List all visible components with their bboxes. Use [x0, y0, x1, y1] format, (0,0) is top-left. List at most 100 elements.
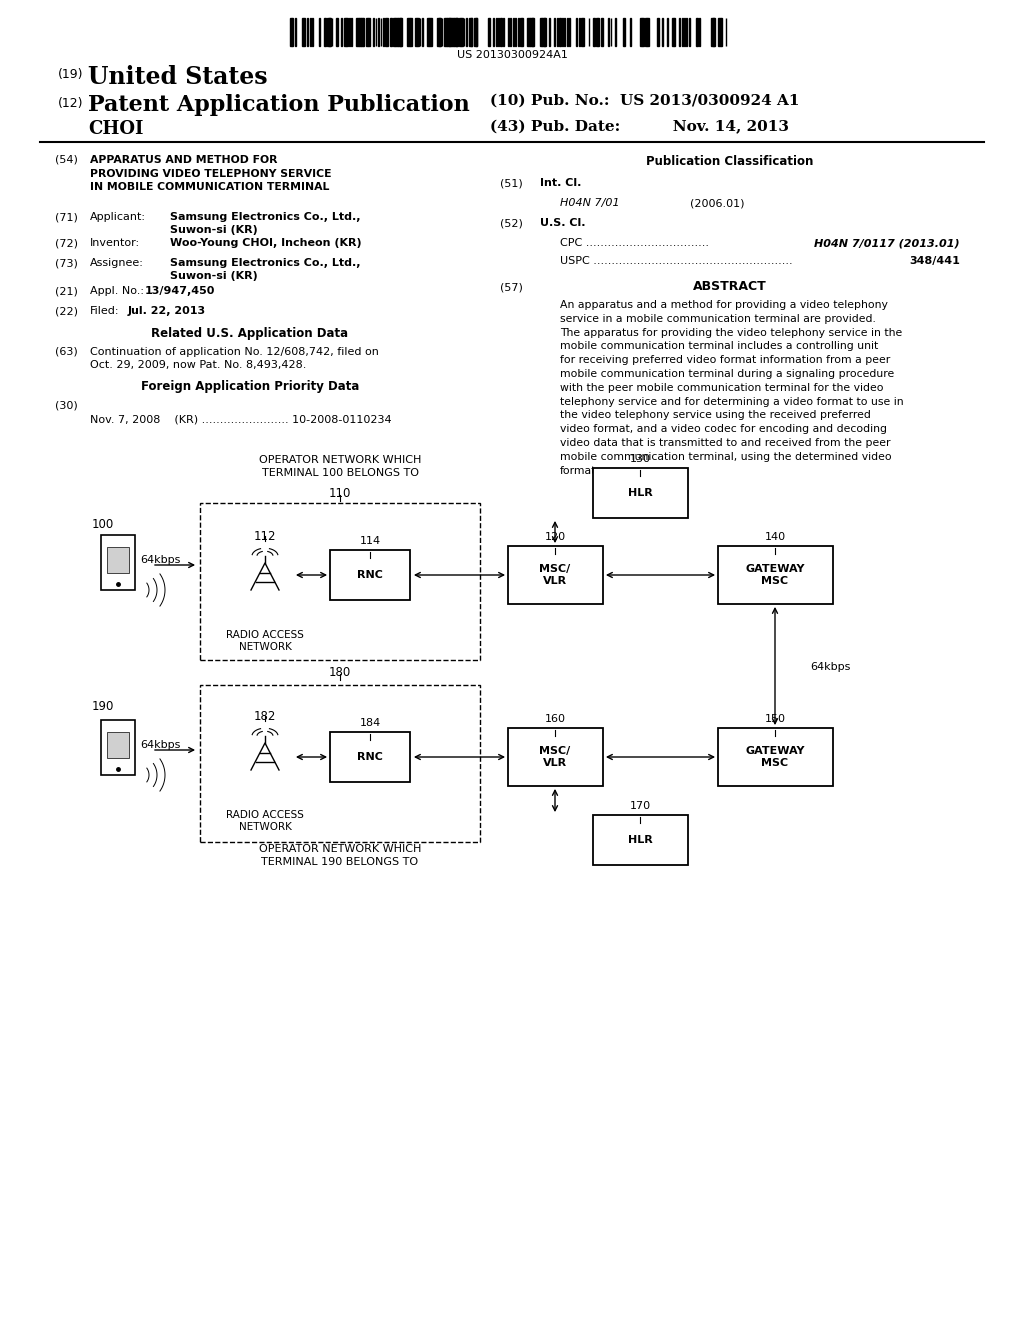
- Text: Inventor:: Inventor:: [90, 238, 140, 248]
- Bar: [594, 18, 595, 46]
- Text: (51): (51): [500, 178, 522, 187]
- Bar: [488, 18, 489, 46]
- Text: Samsung Electronics Co., Ltd.,
Suwon-si (KR): Samsung Electronics Co., Ltd., Suwon-si …: [170, 213, 360, 235]
- Bar: [696, 18, 698, 46]
- Bar: [569, 18, 570, 46]
- Bar: [417, 18, 419, 46]
- Text: 348/441: 348/441: [909, 256, 961, 267]
- Text: OPERATOR NETWORK WHICH
TERMINAL 190 BELONGS TO: OPERATOR NETWORK WHICH TERMINAL 190 BELO…: [259, 843, 421, 867]
- Text: Nov. 7, 2008    (KR) ........................ 10-2008-0110234: Nov. 7, 2008 (KR) ......................…: [90, 414, 391, 425]
- Text: mobile communication terminal, using the determined video: mobile communication terminal, using the…: [560, 451, 892, 462]
- Bar: [397, 18, 400, 46]
- Text: USPC .......................................................: USPC ...................................…: [560, 256, 793, 267]
- Bar: [459, 18, 461, 46]
- Text: Continuation of application No. 12/608,742, filed on
Oct. 29, 2009, now Pat. No.: Continuation of application No. 12/608,7…: [90, 347, 379, 370]
- Bar: [503, 18, 505, 46]
- Bar: [579, 18, 581, 46]
- Text: U.S. Cl.: U.S. Cl.: [540, 218, 586, 228]
- Bar: [452, 18, 455, 46]
- Text: CPC ..................................: CPC ..................................: [560, 238, 709, 248]
- Bar: [642, 18, 644, 46]
- Bar: [542, 18, 545, 46]
- Text: (43) Pub. Date:          Nov. 14, 2013: (43) Pub. Date: Nov. 14, 2013: [490, 120, 790, 135]
- Text: (22): (22): [55, 306, 78, 315]
- Bar: [356, 18, 359, 46]
- Bar: [101, 719, 135, 775]
- Bar: [415, 18, 417, 46]
- Bar: [640, 18, 642, 46]
- Text: Patent Application Publication: Patent Application Publication: [88, 94, 470, 116]
- Bar: [330, 733, 410, 781]
- Bar: [429, 18, 432, 46]
- Bar: [718, 729, 833, 785]
- Text: Publication Classification: Publication Classification: [646, 154, 814, 168]
- Bar: [439, 18, 441, 46]
- Text: Jul. 22, 2013: Jul. 22, 2013: [128, 306, 206, 315]
- Bar: [446, 18, 450, 46]
- Bar: [501, 18, 502, 46]
- Bar: [473, 18, 476, 46]
- Text: 170: 170: [630, 801, 650, 810]
- Text: OPERATOR NETWORK WHICH
TERMINAL 100 BELONGS TO: OPERATOR NETWORK WHICH TERMINAL 100 BELO…: [259, 455, 421, 478]
- Bar: [718, 546, 833, 605]
- Bar: [408, 18, 411, 46]
- Text: 64kbps: 64kbps: [140, 554, 180, 565]
- Text: (71): (71): [55, 213, 78, 222]
- Text: video data that is transmitted to and received from the peer: video data that is transmitted to and re…: [560, 438, 891, 447]
- Text: H04N 7/01: H04N 7/01: [560, 198, 620, 209]
- Bar: [520, 18, 521, 46]
- Text: Applicant:: Applicant:: [90, 213, 146, 222]
- Text: (73): (73): [55, 257, 78, 268]
- Text: H04N 7/0117 (2013.01): H04N 7/0117 (2013.01): [814, 238, 961, 248]
- Bar: [361, 18, 362, 46]
- Bar: [395, 18, 398, 46]
- Bar: [106, 733, 129, 758]
- Bar: [302, 18, 305, 46]
- Text: Woo-Young CHOI, Incheon (KR): Woo-Young CHOI, Incheon (KR): [170, 238, 361, 248]
- Text: format.: format.: [560, 466, 600, 475]
- Bar: [593, 814, 687, 865]
- Text: mobile communication terminal during a signaling procedure: mobile communication terminal during a s…: [560, 370, 894, 379]
- Text: 112: 112: [254, 531, 276, 543]
- Text: Foreign Application Priority Data: Foreign Application Priority Data: [141, 380, 359, 393]
- Text: Assignee:: Assignee:: [90, 257, 144, 268]
- Bar: [329, 18, 331, 46]
- Bar: [101, 535, 135, 590]
- Bar: [645, 18, 647, 46]
- Bar: [427, 18, 429, 46]
- Bar: [601, 18, 603, 46]
- Text: Appl. No.:: Appl. No.:: [90, 286, 144, 296]
- Text: service in a mobile communication terminal are provided.: service in a mobile communication termin…: [560, 314, 876, 323]
- Text: US 20130300924A1: US 20130300924A1: [457, 50, 567, 59]
- Text: RADIO ACCESS
NETWORK: RADIO ACCESS NETWORK: [226, 810, 304, 833]
- Text: 110: 110: [329, 487, 351, 500]
- Bar: [684, 18, 685, 46]
- Text: RNC: RNC: [357, 752, 383, 762]
- Text: video format, and a video codec for encoding and decoding: video format, and a video codec for enco…: [560, 424, 887, 434]
- Bar: [200, 685, 480, 842]
- Text: telephony service and for determining a video format to use in: telephony service and for determining a …: [560, 396, 903, 407]
- Bar: [393, 18, 395, 46]
- Bar: [596, 18, 598, 46]
- Text: mobile communication terminal includes a controlling unit: mobile communication terminal includes a…: [560, 342, 879, 351]
- Bar: [369, 18, 371, 46]
- Text: Samsung Electronics Co., Ltd.,
Suwon-si (KR): Samsung Electronics Co., Ltd., Suwon-si …: [170, 257, 360, 281]
- Bar: [529, 18, 532, 46]
- Text: (21): (21): [55, 286, 78, 296]
- Bar: [349, 18, 350, 46]
- Text: (63): (63): [55, 347, 78, 356]
- Bar: [444, 18, 447, 46]
- Bar: [582, 18, 584, 46]
- Text: 64kbps: 64kbps: [140, 741, 180, 750]
- Text: (57): (57): [500, 282, 523, 292]
- Text: Int. Cl.: Int. Cl.: [540, 178, 582, 187]
- Text: HLR: HLR: [628, 488, 652, 498]
- Bar: [390, 18, 392, 46]
- Bar: [623, 18, 625, 46]
- Bar: [714, 18, 716, 46]
- Text: with the peer mobile communication terminal for the video: with the peer mobile communication termi…: [560, 383, 884, 393]
- Text: Related U.S. Application Data: Related U.S. Application Data: [152, 327, 348, 341]
- Text: Filed:: Filed:: [90, 306, 120, 315]
- Text: for receiving preferred video format information from a peer: for receiving preferred video format inf…: [560, 355, 890, 366]
- Text: 120: 120: [545, 532, 565, 543]
